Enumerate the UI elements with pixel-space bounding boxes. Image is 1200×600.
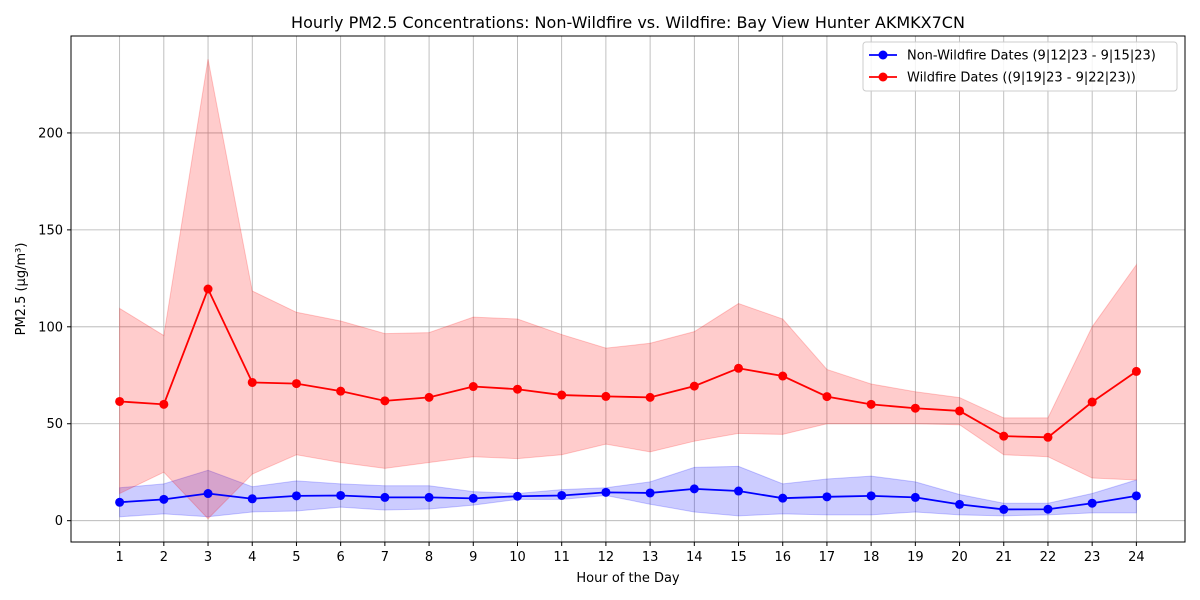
- legend: Non-Wildfire Dates (9|12|23 - 9|15|23) Wi…: [862, 41, 1178, 92]
- series-2-point: [1131, 366, 1141, 376]
- series-2-line: [119, 286, 1137, 439]
- x-tick-label: 22: [1040, 550, 1057, 565]
- series-2-point: [424, 392, 434, 402]
- series-1-line: [119, 487, 1137, 511]
- series-1-point: [1087, 498, 1097, 508]
- legend-marker: [878, 72, 888, 82]
- series-1-point: [822, 492, 832, 502]
- series-1-point: [601, 487, 611, 497]
- x-tick-label: 13: [642, 550, 659, 565]
- y-tick-label: 0: [55, 514, 63, 529]
- series-2-point: [601, 391, 611, 401]
- y-axis-ticks: 0 50 100 150 200: [38, 126, 71, 529]
- x-tick-label: 8: [425, 550, 433, 565]
- series-2-point: [778, 371, 788, 381]
- series-2-point: [1043, 432, 1053, 442]
- x-tick-label: 18: [863, 550, 880, 565]
- x-tick-label: 20: [951, 550, 968, 565]
- x-tick-label: 21: [995, 550, 1012, 565]
- series-2-point: [1087, 397, 1097, 407]
- series-1-point: [291, 491, 301, 501]
- series-2-point: [557, 390, 567, 400]
- legend-label: Non-Wildfire Dates (9|12|23 - 9|15|23): [907, 49, 1156, 64]
- x-tick-label: 7: [381, 550, 389, 565]
- series-2-point: [645, 392, 655, 402]
- series-2-point: [115, 396, 125, 406]
- series-2-point: [955, 406, 965, 416]
- series-1-point: [512, 491, 522, 501]
- series-1-point: [999, 504, 1009, 514]
- series-1-point: [380, 492, 390, 502]
- x-axis-ticks: 1 2 3 4 5 6 7 8 9 10 11 12 13 14 15 16 17 18 19 20 21 22 23 24: [115, 542, 1145, 565]
- x-tick-label: 9: [469, 550, 477, 565]
- x-tick-label: 12: [598, 550, 615, 565]
- x-tick-label: 2: [160, 550, 168, 565]
- series-2-point: [689, 381, 699, 391]
- series-1-point: [159, 494, 169, 504]
- series-2-point: [866, 399, 876, 409]
- chart-title: Hourly PM2.5 Concentrations: Non-Wildfir…: [291, 13, 965, 32]
- series-1-point: [1131, 491, 1141, 501]
- x-tick-label: 11: [553, 550, 570, 565]
- series-2-point: [247, 377, 257, 387]
- series-1-point: [424, 492, 434, 502]
- series-1-point: [689, 484, 699, 494]
- series-2-point: [512, 384, 522, 394]
- x-tick-label: 4: [248, 550, 256, 565]
- series-1-point: [1043, 504, 1053, 514]
- y-tick-label: 200: [38, 126, 63, 141]
- series-1-point: [115, 497, 125, 507]
- grid-lines: [71, 36, 1185, 542]
- legend-marker: [878, 50, 888, 60]
- x-tick-label: 24: [1128, 550, 1145, 565]
- x-tick-label: 15: [730, 550, 747, 565]
- x-tick-label: 23: [1084, 550, 1101, 565]
- y-tick-label: 100: [38, 320, 63, 335]
- x-tick-label: 3: [204, 550, 212, 565]
- series-1-point: [910, 492, 920, 502]
- y-axis-label: PM2.5 (µg/m³): [14, 243, 29, 336]
- x-tick-label: 1: [115, 550, 123, 565]
- x-tick-label: 17: [819, 550, 836, 565]
- series-2-point: [999, 431, 1009, 441]
- legend-box: [862, 41, 1178, 92]
- x-tick-label: 6: [337, 550, 345, 565]
- series-2-band: [119, 59, 1137, 520]
- legend-label: Wildfire Dates ((9|19|23 - 9|22|23)): [907, 71, 1136, 86]
- x-tick-label: 16: [774, 550, 791, 565]
- series-1-point: [778, 493, 788, 503]
- series-2-point: [291, 379, 301, 389]
- series-1-point: [468, 493, 478, 503]
- series-1-point: [734, 486, 744, 496]
- series-1-point: [203, 489, 213, 499]
- series-2-point: [822, 392, 832, 402]
- series-1-point: [336, 490, 346, 500]
- series-2-point: [336, 386, 346, 396]
- y-tick-label: 50: [46, 417, 63, 432]
- series-lines: [119, 286, 1137, 511]
- x-tick-label: 19: [907, 550, 924, 565]
- series-2-point: [159, 399, 169, 409]
- y-tick-label: 150: [38, 223, 63, 238]
- series-1-point: [866, 491, 876, 501]
- series-2-point: [380, 396, 390, 406]
- series-2-point: [203, 284, 213, 294]
- x-tick-label: 10: [509, 550, 526, 565]
- confidence-bands: [119, 59, 1137, 520]
- series-2-point: [910, 403, 920, 413]
- series-points: [115, 284, 1141, 514]
- x-tick-label: 5: [292, 550, 300, 565]
- series-1-point: [645, 488, 655, 498]
- plot-frame: [70, 35, 1186, 543]
- series-2-point: [468, 382, 478, 392]
- x-tick-label: 14: [686, 550, 703, 565]
- series-1-point: [955, 499, 965, 509]
- x-axis-label: Hour of the Day: [576, 571, 680, 586]
- series-1-point: [247, 494, 257, 504]
- series-1-band: [119, 465, 1137, 518]
- series-2-point: [734, 363, 744, 373]
- series-1-point: [557, 490, 567, 500]
